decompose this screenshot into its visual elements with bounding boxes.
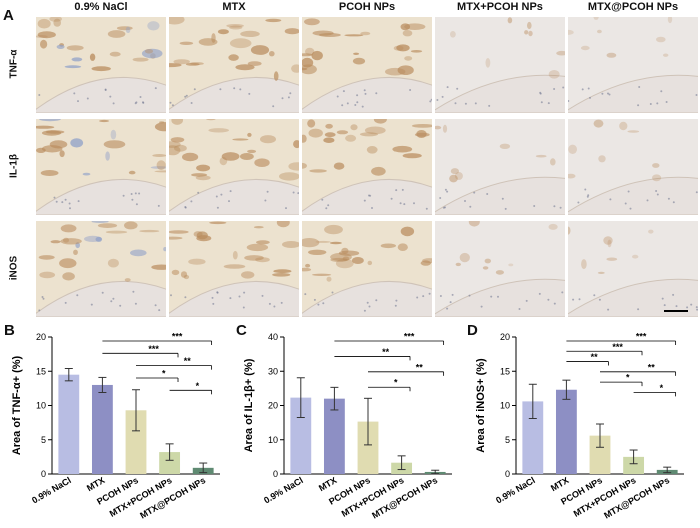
category-label: 0.9% NaCl — [494, 475, 537, 505]
column-header-nacl: 0.9% NaCl — [74, 1, 128, 13]
significance-label: ** — [184, 356, 192, 366]
bar — [323, 398, 345, 474]
y-tick-label: 30 — [268, 366, 278, 376]
bar — [522, 401, 544, 474]
bar — [623, 456, 645, 474]
micrograph-tile — [435, 119, 565, 215]
y-tick-label: 5 — [41, 435, 46, 445]
panel-c-letter: C — [236, 322, 247, 339]
micrograph-tile — [36, 17, 166, 113]
y-tick-label: 15 — [500, 366, 510, 376]
bar — [589, 435, 611, 474]
bar — [357, 421, 379, 474]
scale-bar — [664, 310, 688, 312]
significance-label: * — [394, 378, 398, 388]
bar — [290, 397, 312, 474]
column-header-mtx-at-pcoh: MTX@PCOH NPs — [587, 1, 679, 13]
significance-label: *** — [172, 332, 183, 342]
significance-label: ** — [382, 347, 390, 357]
micrograph-tile — [435, 17, 565, 113]
bar — [58, 374, 80, 474]
micrograph-tile — [302, 119, 432, 215]
significance-label: * — [196, 381, 200, 391]
y-tick-label: 20 — [36, 332, 46, 342]
micrograph-tile — [302, 17, 432, 113]
y-axis-label: Area of TNF-α+ (%) — [11, 355, 23, 455]
charts-row: B C D 0 5 10 15 20 Area of TNF-α+ (%) 0.9% NaC… — [0, 322, 700, 528]
y-axis-label: Area of IL-1β+ (%) — [243, 358, 255, 452]
column-header-pcoh: PCOH NPs — [338, 1, 396, 13]
y-tick-label: 5 — [505, 435, 510, 445]
y-tick-label: 0 — [505, 469, 510, 479]
micrograph-tile — [568, 17, 698, 113]
panel-b-letter: B — [4, 322, 15, 339]
y-tick-label: 20 — [500, 332, 510, 342]
category-label: 0.9% NaCl — [262, 475, 305, 505]
micrograph-tile — [169, 119, 299, 215]
y-tick-label: 10 — [268, 435, 278, 445]
significance-label: ** — [648, 362, 656, 372]
panel-a-letter: A — [3, 7, 14, 24]
bar — [555, 389, 577, 474]
category-label: 0.9% NaCl — [30, 475, 73, 505]
y-tick-label: 0 — [41, 469, 46, 479]
micrograph-tile — [435, 221, 565, 317]
y-tick-label: 0 — [273, 469, 278, 479]
significance-label: ** — [591, 352, 599, 362]
category-label: MTX — [549, 475, 570, 493]
significance-label: ** — [416, 362, 424, 372]
significance-label: *** — [404, 332, 415, 342]
micrograph-tile — [169, 17, 299, 113]
bar — [91, 384, 113, 474]
category-label: MTX — [85, 475, 106, 493]
panel-d-letter: D — [467, 322, 478, 339]
y-tick-label: 10 — [36, 401, 46, 411]
micrograph-tile — [169, 221, 299, 317]
micrograph-tile — [36, 221, 166, 317]
y-axis-label: Area of iNOS+ (%) — [475, 358, 487, 453]
significance-label: * — [626, 373, 630, 383]
column-header-mtx: MTX — [222, 1, 246, 13]
micrograph-tile — [568, 221, 698, 317]
significance-label: *** — [148, 344, 159, 354]
category-label: MTX — [317, 475, 338, 493]
significance-label: *** — [636, 332, 647, 342]
y-tick-label: 10 — [500, 401, 510, 411]
bar — [125, 410, 147, 474]
micrograph-tile — [568, 119, 698, 215]
y-tick-label: 15 — [36, 366, 46, 376]
significance-label: * — [162, 368, 166, 378]
significance-label: * — [660, 383, 664, 393]
micrograph-tile — [36, 119, 166, 215]
column-header-mtx-plus-pcoh: MTX+PCOH NPs — [457, 1, 543, 13]
bar — [159, 452, 181, 474]
micrograph-tile — [302, 221, 432, 317]
y-tick-label: 40 — [268, 332, 278, 342]
significance-label: *** — [612, 342, 623, 352]
y-tick-label: 20 — [268, 401, 278, 411]
